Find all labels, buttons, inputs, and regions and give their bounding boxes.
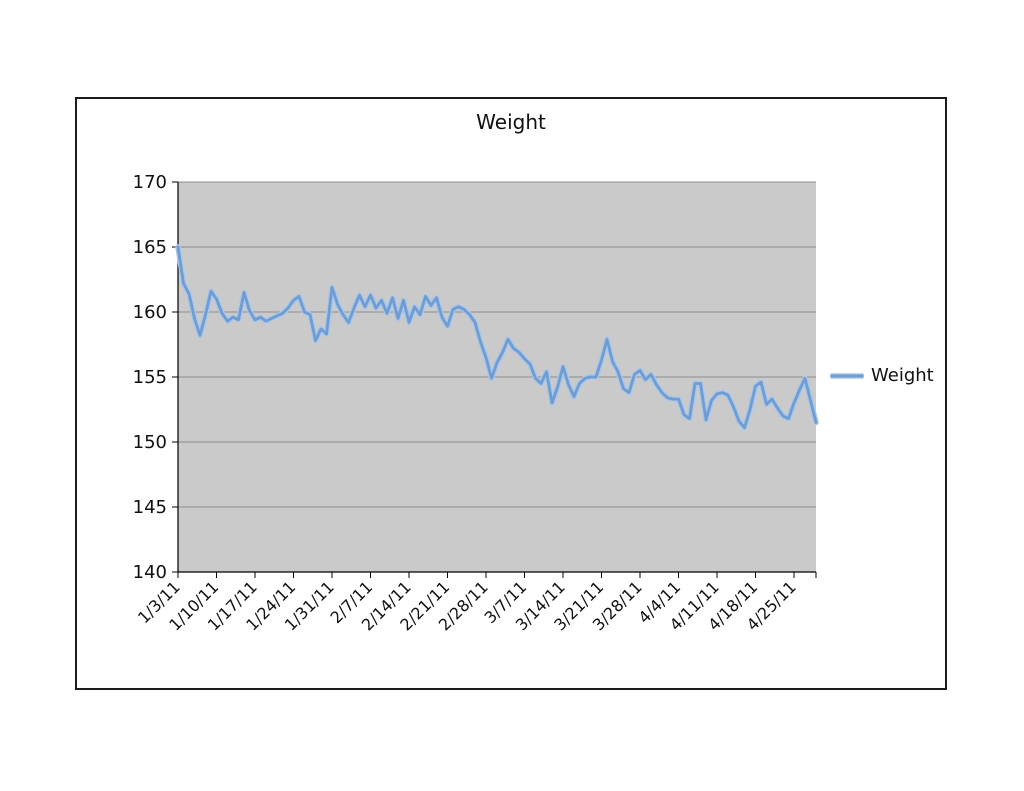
y-tick-label: 165 [133,237,167,258]
weight-line [176,245,818,430]
y-tick-label: 170 [133,172,167,193]
y-tick-label: 150 [133,432,167,453]
y-tick-label: 145 [133,497,167,518]
chart-frame[interactable]: 170 165 160 155 150 145 140 1/3/11 1/10/11 1/17/1… [75,97,947,690]
y-tick-label: 160 [133,302,167,323]
y-tick-label: 140 [133,562,167,583]
chart-canvas: 1701651601551501451401/3/111/10/111/17/1… [133,172,819,634]
y-tick-label: 155 [133,367,167,388]
